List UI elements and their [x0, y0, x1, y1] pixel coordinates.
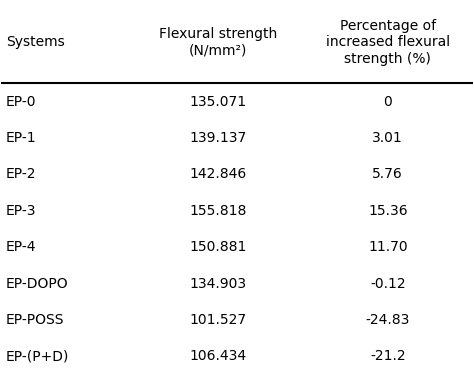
Text: 150.881: 150.881	[190, 240, 247, 254]
Text: EP-DOPO: EP-DOPO	[6, 277, 69, 291]
Text: EP-4: EP-4	[6, 240, 36, 254]
Text: Percentage of
increased flexural
strength (%): Percentage of increased flexural strengt…	[326, 19, 450, 66]
Text: 5.76: 5.76	[373, 167, 403, 182]
Text: EP-2: EP-2	[6, 167, 36, 182]
Text: 142.846: 142.846	[190, 167, 247, 182]
Text: 101.527: 101.527	[190, 313, 246, 327]
Text: -21.2: -21.2	[370, 349, 406, 364]
Text: -0.12: -0.12	[370, 277, 406, 291]
Text: EP-0: EP-0	[6, 95, 36, 109]
Text: EP-1: EP-1	[6, 131, 36, 145]
Text: 11.70: 11.70	[368, 240, 408, 254]
Text: 135.071: 135.071	[190, 95, 246, 109]
Text: 3.01: 3.01	[373, 131, 403, 145]
Text: 15.36: 15.36	[368, 204, 408, 218]
Text: 139.137: 139.137	[190, 131, 247, 145]
Text: 155.818: 155.818	[190, 204, 247, 218]
Text: 0: 0	[383, 95, 392, 109]
Text: EP-3: EP-3	[6, 204, 36, 218]
Text: EP-POSS: EP-POSS	[6, 313, 64, 327]
Text: Flexural strength
(N/mm²): Flexural strength (N/mm²)	[159, 27, 277, 58]
Text: 134.903: 134.903	[190, 277, 246, 291]
Text: EP-(P+D): EP-(P+D)	[6, 349, 70, 364]
Text: Systems: Systems	[6, 35, 65, 49]
Text: -24.83: -24.83	[365, 313, 410, 327]
Text: 106.434: 106.434	[190, 349, 246, 364]
